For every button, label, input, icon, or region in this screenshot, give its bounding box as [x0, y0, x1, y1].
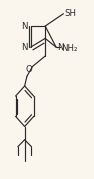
Text: N: N [21, 21, 28, 31]
Text: NH₂: NH₂ [61, 44, 78, 53]
Text: N: N [21, 43, 28, 52]
Text: N: N [57, 43, 64, 52]
Text: O: O [25, 65, 32, 74]
Text: SH: SH [64, 9, 76, 18]
